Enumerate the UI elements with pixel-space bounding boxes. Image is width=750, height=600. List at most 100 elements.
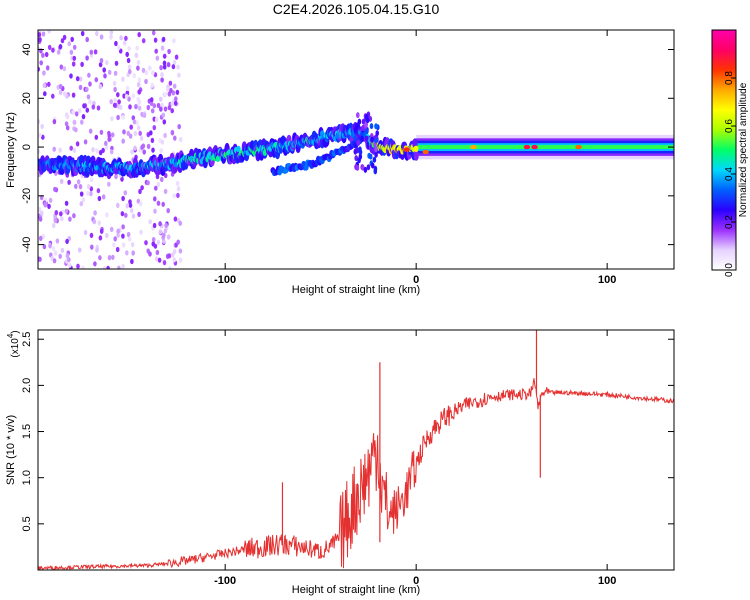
spectrogram-frame bbox=[37, 29, 675, 270]
heatmap-noise-cell bbox=[52, 258, 57, 264]
heatmap-smear-cell bbox=[356, 112, 360, 119]
heatmap-noise-cell bbox=[112, 102, 117, 108]
heatmap-noise-cell bbox=[142, 149, 146, 155]
heatmap-smear-cell bbox=[365, 117, 370, 124]
heatmap-noise-cell bbox=[38, 37, 42, 43]
heatmap-smear-cell bbox=[370, 162, 375, 169]
heatmap-noise-cell bbox=[152, 103, 157, 109]
heatmap-noise-cell bbox=[138, 201, 143, 207]
heatmap-noise-cell bbox=[98, 255, 102, 261]
heatmap-noise-cell bbox=[62, 34, 67, 41]
heatmap-noise-cell bbox=[141, 38, 146, 44]
heatmap-smear-cell bbox=[374, 137, 379, 144]
heatmap-noise-cell bbox=[71, 92, 76, 98]
y-tick-label: -40 bbox=[21, 237, 33, 253]
heatmap-noise-cell bbox=[149, 97, 154, 103]
heatmap-noise-cell bbox=[95, 30, 99, 37]
heatmap-noise-cell bbox=[148, 219, 152, 225]
figure-title: C2E4.2026.105.04.15.G10 bbox=[273, 1, 440, 17]
heatmap-noise-cell bbox=[89, 232, 94, 238]
heatmap-noise-cell bbox=[65, 253, 70, 259]
heatmap-noise-cell bbox=[85, 55, 89, 61]
heatmap-noise-cell bbox=[114, 173, 118, 180]
x-tick-label: 100 bbox=[598, 274, 616, 286]
heatmap-noise-cell bbox=[79, 191, 84, 197]
heatmap-noise-cell bbox=[38, 207, 42, 213]
heatmap-noise-cell bbox=[125, 51, 129, 58]
heatmap-noise-cell bbox=[93, 49, 98, 55]
heatmap-noise-cell bbox=[122, 129, 126, 135]
snr-frame bbox=[37, 329, 675, 571]
heatmap-smear-cell bbox=[370, 136, 374, 143]
heatmap-noise-cell bbox=[127, 46, 131, 52]
heatmap-smear-cell bbox=[363, 166, 368, 173]
heatmap-noise-cell bbox=[52, 119, 57, 125]
heatmap-noise-cell bbox=[83, 229, 88, 236]
heatmap-noise-cell bbox=[56, 49, 61, 55]
heatmap-noise-cell bbox=[65, 125, 70, 131]
heatmap-noise-cell bbox=[121, 195, 125, 202]
heatmap-noise-cell bbox=[96, 105, 101, 111]
heatmap-noise-cell bbox=[116, 92, 120, 98]
heatmap-noise-cell bbox=[121, 263, 125, 269]
heatmap-noise-cell bbox=[43, 202, 48, 208]
heatmap-noise-cell bbox=[107, 130, 111, 136]
heatmap-noise-cell bbox=[134, 104, 138, 110]
heatmap-noise-cell bbox=[161, 36, 166, 43]
heatmap-noise-cell bbox=[162, 119, 167, 125]
heatmap-noise-cell bbox=[174, 96, 178, 102]
heatmap-noise-cell bbox=[156, 181, 161, 188]
heatmap-smear-cell bbox=[353, 148, 358, 155]
heatmap-noise-cell bbox=[86, 184, 91, 190]
heatmap-noise-cell bbox=[78, 76, 83, 82]
heatmap-noise-cell bbox=[88, 99, 92, 105]
colorbar-tick-label: 0.0 bbox=[724, 263, 735, 277]
heatmap-noise-cell bbox=[173, 135, 177, 141]
heatmap-noise-cell bbox=[107, 255, 112, 261]
heatmap-noise-cell bbox=[77, 247, 82, 253]
heatmap-noise-cell bbox=[58, 83, 63, 90]
heatmap-noise-cell bbox=[88, 128, 93, 134]
heatmap-noise-cell bbox=[109, 149, 114, 155]
heatmap-peak bbox=[422, 149, 429, 155]
heatmap-noise-cell bbox=[162, 53, 167, 59]
heatmap-noise-cell bbox=[67, 257, 71, 263]
heatmap-noise-cell bbox=[119, 35, 123, 41]
heatmap-noise-cell bbox=[129, 124, 133, 130]
heatmap-smear-cell bbox=[374, 123, 378, 130]
heatmap-noise-cell bbox=[121, 138, 125, 144]
heatmap-noise-cell bbox=[101, 147, 105, 153]
snr-scale-base: (x10 bbox=[10, 338, 21, 358]
heatmap-noise-cell bbox=[121, 224, 125, 230]
heatmap-noise-cell bbox=[166, 234, 171, 240]
heatmap-noise-cell bbox=[137, 31, 141, 38]
heatmap-noise-cell bbox=[136, 125, 141, 131]
heatmap-noise-cell bbox=[148, 251, 152, 257]
heatmap-noise-cell bbox=[91, 104, 96, 110]
heatmap-noise-cell bbox=[156, 102, 161, 109]
heatmap-noise-cell bbox=[163, 132, 167, 139]
heatmap-noise-cell bbox=[113, 86, 117, 93]
heatmap-noise-cell bbox=[62, 66, 67, 72]
heatmap-noise-cell bbox=[105, 60, 109, 66]
heatmap-smear-cell bbox=[373, 165, 378, 172]
heatmap-noise-cell bbox=[160, 77, 164, 83]
heatmap-noise-cell bbox=[107, 69, 112, 75]
heatmap-noise-cell bbox=[69, 145, 73, 151]
heatmap-noise-cell bbox=[68, 262, 72, 268]
heatmap-noise-cell bbox=[165, 86, 170, 92]
heatmap-noise-cell bbox=[124, 212, 128, 218]
heatmap-smear-cell bbox=[374, 146, 378, 153]
heatmap-noise-cell bbox=[130, 258, 134, 265]
heatmap-noise-cell bbox=[132, 119, 137, 125]
heatmap-noise-cell bbox=[58, 89, 63, 95]
heatmap-smear-cell bbox=[374, 151, 378, 158]
heatmap-noise-cell bbox=[151, 70, 155, 76]
heatmap-smear-cell bbox=[358, 149, 363, 156]
heatmap-noise-cell bbox=[149, 130, 153, 136]
heatmap-noise-cell bbox=[137, 105, 142, 111]
heatmap-noise-cell bbox=[116, 114, 120, 121]
colorbar: 0.0 0.2 0.4 0.6 0.8 Normalized spectral ampl… bbox=[711, 29, 749, 277]
heatmap-noise-cell bbox=[74, 111, 79, 117]
heatmap-noise-cell bbox=[170, 252, 175, 258]
